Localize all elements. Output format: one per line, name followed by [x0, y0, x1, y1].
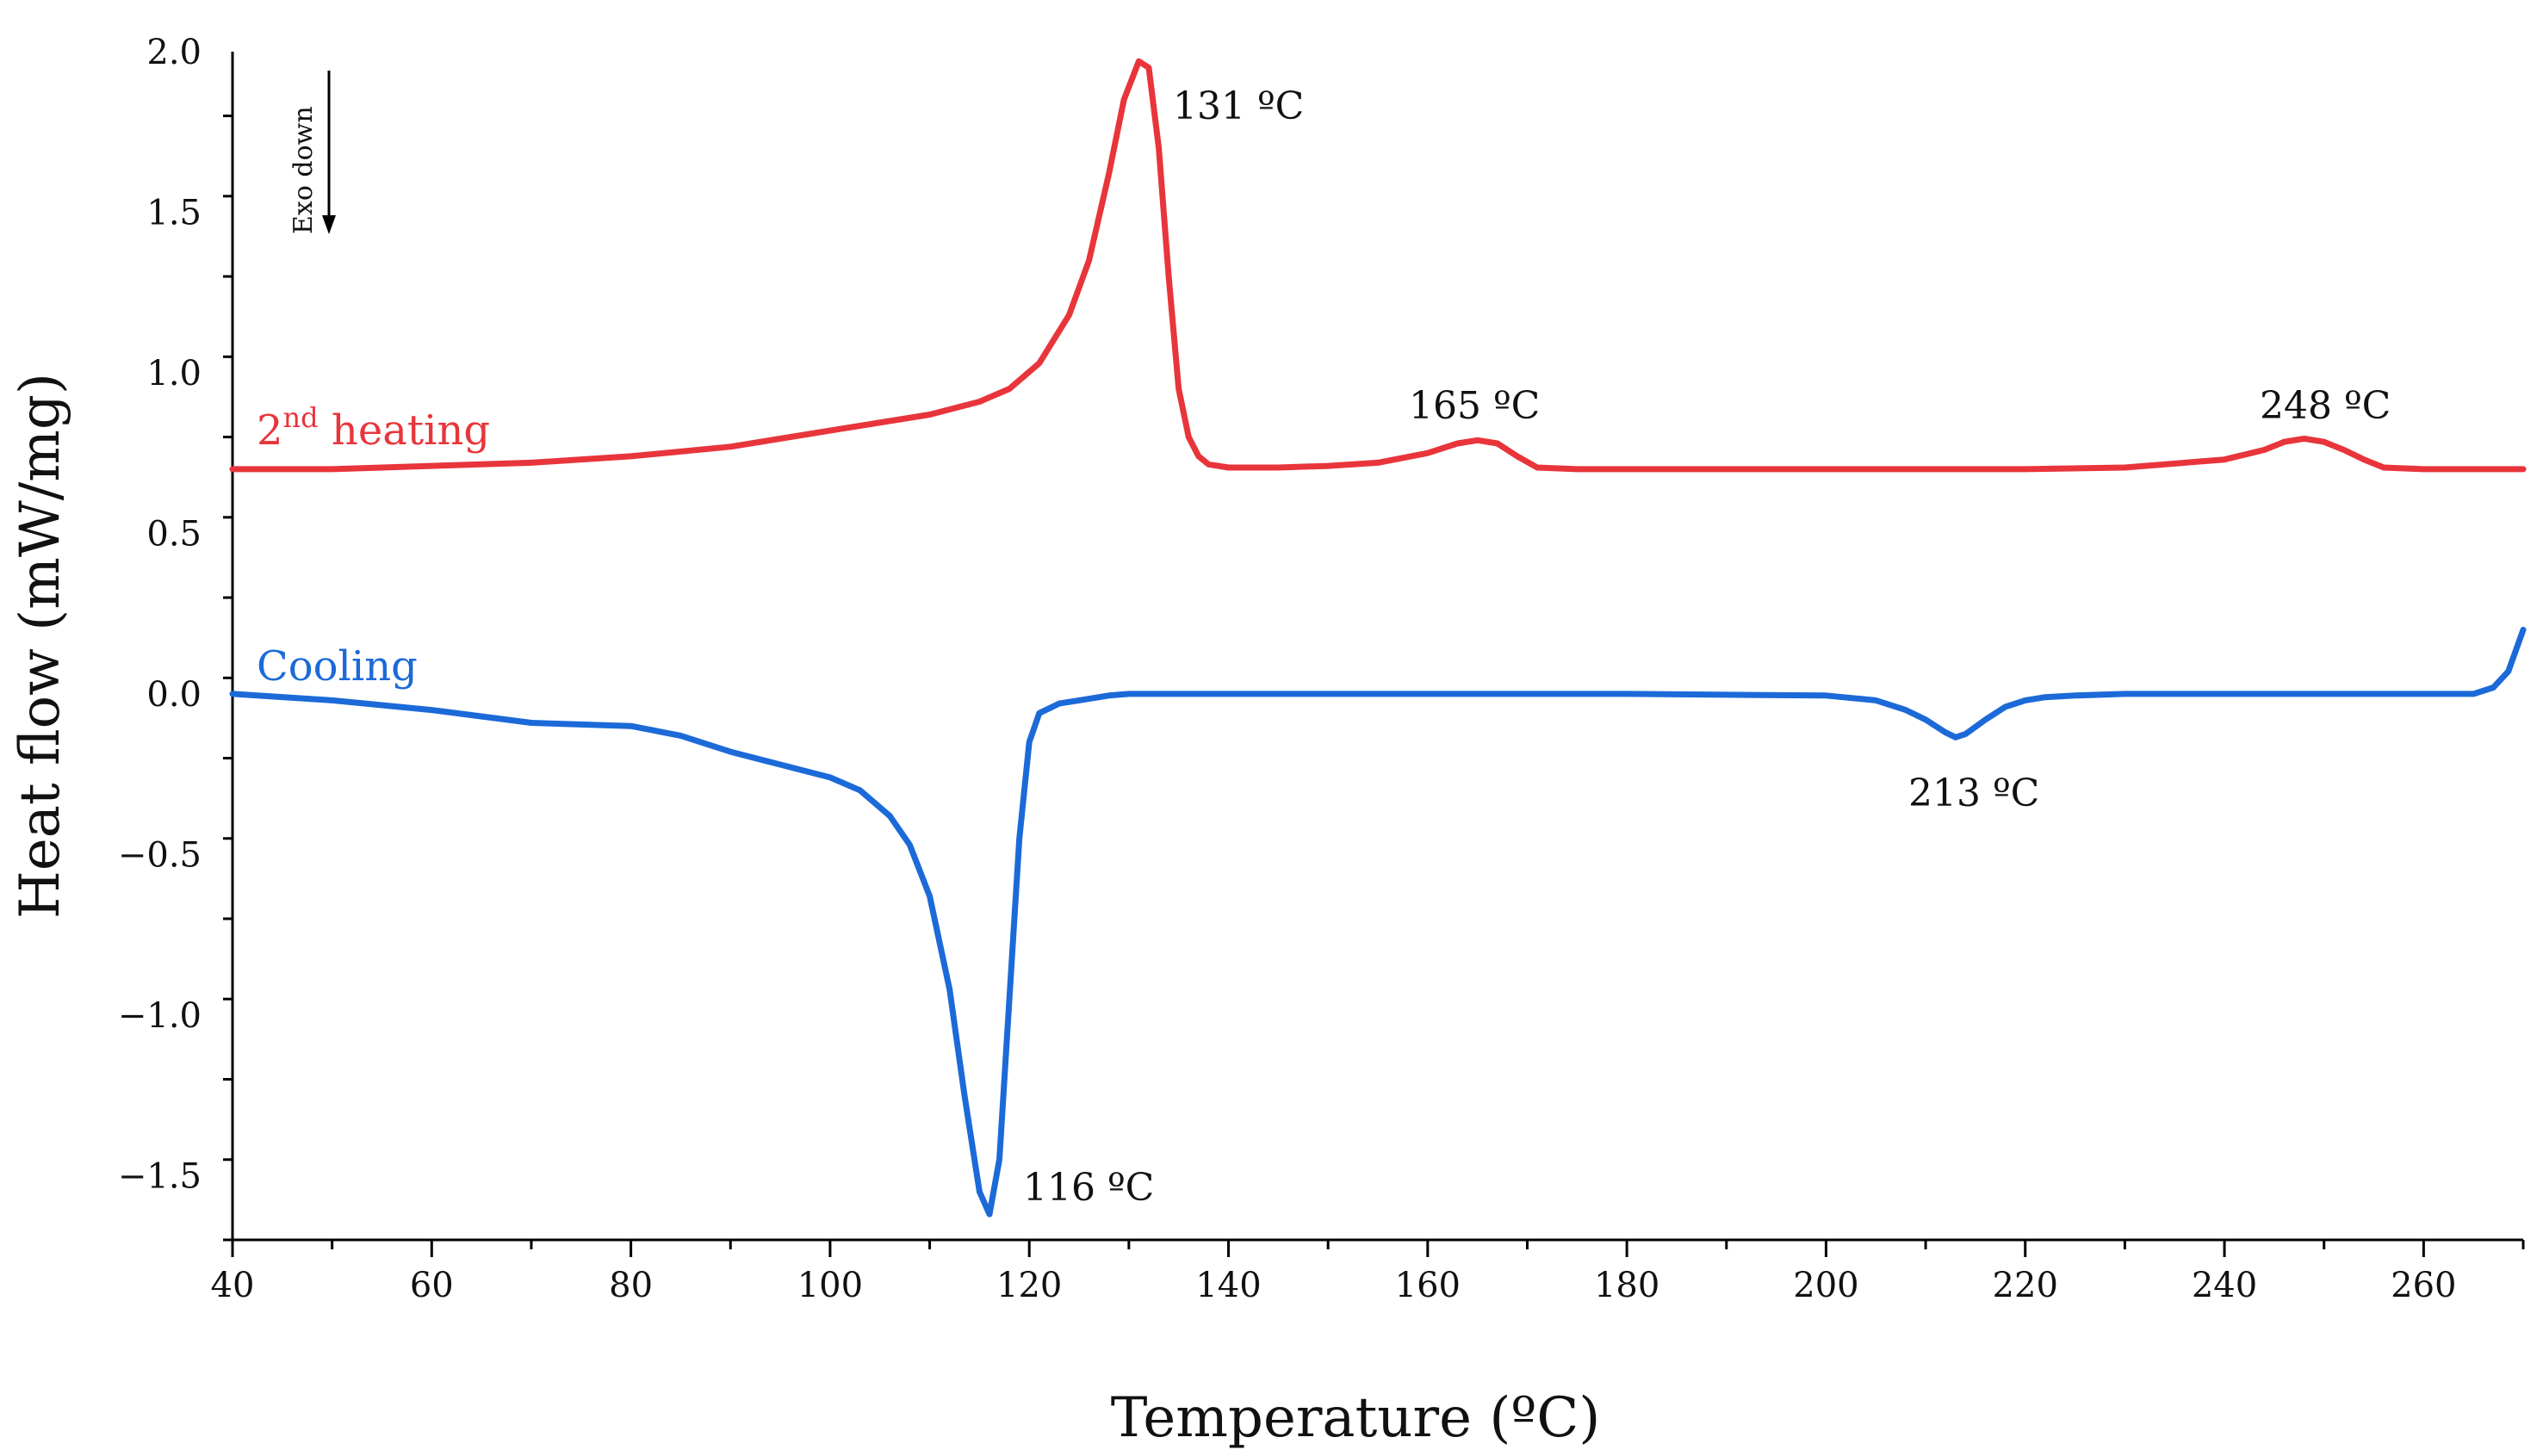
x-tick-label: 40 — [211, 1266, 255, 1305]
y-tick-label: −1.5 — [118, 1156, 202, 1196]
y-tick-label: 0.0 — [146, 675, 202, 715]
series-label-heating-sup: nd — [283, 401, 319, 434]
series-line-2nd-heating — [229, 58, 2527, 473]
series-group — [229, 58, 2527, 1217]
x-tick-label: 160 — [1395, 1266, 1461, 1305]
y-tick-label: −1.0 — [118, 996, 202, 1036]
x-axis-title: Temperature (ºC) — [1111, 1386, 1601, 1450]
x-tick-label: 80 — [609, 1266, 653, 1305]
x-tick-label: 260 — [2391, 1266, 2456, 1305]
y-ticks: 2.0 1.5 1.0 0.5 0.0 −0.5 −1.0 −1.5 — [118, 33, 233, 1242]
x-tick-label: 180 — [1594, 1266, 1659, 1305]
axes: 40 60 80 100 120 140 160 180 200 220 240 260 2.0 1.5… — [118, 33, 2525, 1305]
series-line-cooling — [229, 626, 2527, 1217]
x-ticks: 40 60 80 100 120 140 160 180 200 220 240 260 — [211, 1240, 2525, 1305]
y-axis-title: Heat flow (mW/mg) — [9, 373, 72, 919]
exo-down-indicator: Exo down — [288, 71, 336, 234]
series-label-heating-rest: heating — [319, 406, 490, 455]
series-label-cooling: Cooling — [257, 642, 418, 691]
x-tick-label: 240 — [2192, 1266, 2257, 1305]
y-tick-label: −0.5 — [118, 835, 202, 875]
peak-annotation-248: 248 ºC — [2260, 384, 2391, 428]
x-tick-label: 120 — [996, 1266, 1062, 1305]
series-label-heating-main: 2 — [257, 406, 283, 455]
peak-annotation-131: 131 ºC — [1173, 84, 1304, 128]
peak-annotation-165: 165 ºC — [1409, 384, 1540, 428]
y-tick-label: 1.0 — [146, 354, 202, 393]
x-tick-label: 220 — [1993, 1266, 2058, 1305]
x-tick-label: 60 — [410, 1266, 454, 1305]
y-tick-label: 2.0 — [146, 33, 202, 72]
peak-annotation-116: 116 ºC — [1023, 1166, 1154, 1210]
y-tick-label: 1.5 — [146, 193, 202, 232]
exo-down-arrow-head-icon — [322, 215, 336, 234]
x-tick-label: 200 — [1793, 1266, 1858, 1305]
exo-down-label: Exo down — [288, 106, 319, 234]
y-tick-label: 0.5 — [146, 514, 202, 554]
series-label-2nd-heating: 2nd heating — [257, 401, 490, 455]
x-tick-label: 140 — [1195, 1266, 1261, 1305]
x-tick-label: 100 — [797, 1266, 863, 1305]
peak-annotation-213: 213 ºC — [1908, 771, 2039, 815]
